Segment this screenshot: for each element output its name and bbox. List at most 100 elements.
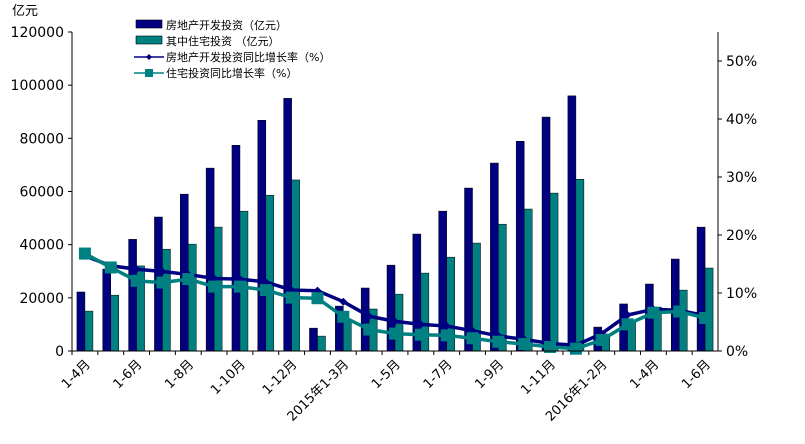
bar-residential [291,179,300,352]
x-tick-label: 1-11月 [518,357,559,398]
y-right-tick-label: 10% [726,286,757,302]
legend-label: 房地产开发投资（亿元） [166,18,287,32]
point-residential-growth [569,342,582,355]
point-residential-growth [78,247,91,260]
bar-residential [523,208,533,352]
legend: 房地产开发投资（亿元） 其中住宅投资 （亿元） 房地产开发投资同比增长率（%） 住宅投… [134,18,330,80]
point-residential-growth [259,284,272,297]
legend-label: 住宅投资同比增长率（%） [166,66,297,80]
y-right-tick-label: 0% [726,344,748,360]
x-tick-label: 1-9月 [472,357,507,392]
legend-label: 其中住宅投资 （亿元） [166,34,280,48]
bar-total [567,95,577,352]
y-left-tick-label: 100000 [11,78,64,94]
point-residential-growth [337,310,350,323]
bar-total [102,268,112,352]
bar-total [490,162,499,352]
x-tick-label: 1-4月 [59,357,94,392]
bar-total [541,116,551,352]
bar-total [696,226,706,352]
y-right-tick-label: 30% [726,170,757,186]
bar-residential [549,192,559,352]
bar-total [283,98,292,352]
point-residential-growth [363,323,376,336]
legend-label: 房地产开发投资同比增长率（%） [166,50,330,64]
bar-residential [84,310,94,352]
point-residential-growth [621,318,634,331]
point-total-growth [416,320,425,329]
point-total-growth [132,265,141,274]
point-residential-growth [440,329,453,342]
bar-total [515,141,525,352]
legend-swatch [135,19,163,29]
bar-total [309,327,318,352]
point-residential-growth [492,335,505,348]
point-residential-growth [233,280,246,293]
bar-residential [343,320,352,352]
point-total-growth [158,267,167,276]
legend-marker [145,69,153,77]
point-residential-growth [544,340,557,353]
x-tick-label: 1-5月 [369,357,404,392]
point-residential-growth [130,274,143,287]
point-residential-growth [466,332,479,345]
bar-total [231,144,241,352]
y-left-tick-label: 40000 [19,238,64,254]
x-tick-label: 1-4月 [627,357,662,392]
y-left-tick-label: 0 [55,344,64,360]
point-total-growth [391,317,399,326]
point-residential-growth [156,276,169,289]
x-tick-label: 1-7月 [421,357,456,392]
x-tick-label: 1-12月 [260,357,301,398]
bar-residential [498,223,507,352]
bar-residential [317,335,326,352]
bar-residential [265,194,275,352]
bar-total [76,291,86,352]
point-residential-growth [673,305,686,318]
point-residential-growth [182,273,195,286]
bar-residential [678,289,688,352]
bar-total [257,120,267,352]
point-residential-growth [311,292,324,305]
bar-total [360,287,370,352]
legend-marker [146,54,152,60]
x-tick-label: 1-8月 [162,357,197,392]
bar-total [205,167,215,352]
point-residential-growth [389,327,401,340]
y-left-tick-label: 60000 [19,185,64,201]
point-residential-growth [208,280,221,293]
y-left-tick-label: 80000 [19,131,64,147]
bar-residential [575,179,585,352]
point-total-growth [365,312,374,321]
legend-swatch [135,35,163,45]
bar-residential [162,248,171,352]
bar-total [670,258,680,352]
point-residential-growth [647,306,660,319]
point-total-growth [261,277,270,286]
x-tick-label: 1-6月 [679,357,714,392]
point-residential-growth [518,338,531,351]
point-residential-growth [595,333,608,346]
point-total-growth [339,297,348,306]
y-left-tick-label: 20000 [19,291,64,307]
point-residential-growth [285,291,298,304]
point-total-growth [623,311,632,320]
y-right-tick-label: 20% [726,228,757,244]
point-residential-growth [699,311,712,324]
bar-residential [188,243,197,352]
bar-total [464,187,473,352]
y-right-tick-label: 40% [726,112,757,128]
x-tick-label: 1-10月 [208,357,249,398]
point-residential-growth [414,328,427,341]
y-left-tick-label: 120000 [11,25,64,41]
bar-residential [110,294,120,352]
bar-total [128,239,137,352]
bar-residential [704,267,714,352]
point-residential-growth [104,261,117,274]
y-right-tick-label: 50% [726,54,757,70]
point-total-growth [210,274,219,283]
y-left-axis-label: 亿元 [12,4,38,19]
x-tick-label: 1-6月 [111,357,146,392]
point-total-growth [442,322,451,331]
